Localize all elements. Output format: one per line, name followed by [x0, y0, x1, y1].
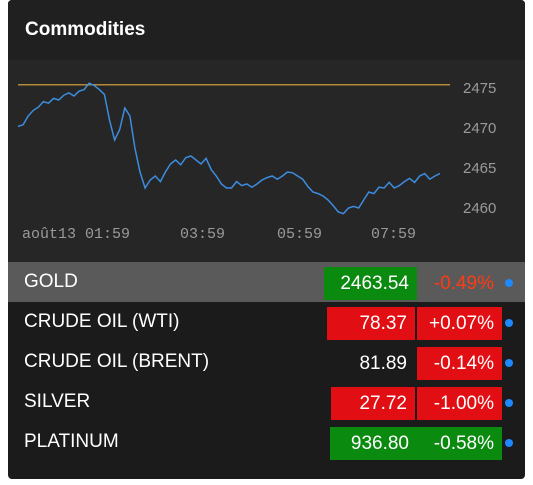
status-dot-icon [505, 399, 513, 407]
commodity-change: -0.49% [433, 273, 494, 294]
price-chart-svg: 2475 2470 2465 2460 août13 01:59 03:59 05:59 07… [17, 80, 496, 243]
y-tick-label: 2475 [463, 80, 496, 97]
commodity-price: 27.72 [331, 387, 415, 420]
commodity-price: 81.89 [359, 353, 407, 374]
commodity-change: -0.14% [417, 347, 502, 380]
x-tick-label: 07:59 [371, 226, 416, 243]
widget-header: Commodities [8, 0, 525, 60]
commodity-name: CRUDE OIL (WTI) [24, 311, 180, 332]
commodity-row-silver[interactable]: SILVER 27.72 -1.00% [8, 382, 525, 422]
commodities-list: GOLD 2463.54 -0.49% CRUDE OIL (WTI) 78.3… [8, 262, 525, 462]
status-dot-icon [505, 359, 513, 367]
commodity-row-gold[interactable]: GOLD 2463.54 -0.49% [8, 262, 525, 302]
commodities-widget: Commodities 2475 2470 2465 2460 août13 01:59… [8, 0, 525, 479]
status-dot-icon [505, 279, 513, 287]
commodity-name: GOLD [24, 271, 78, 292]
commodity-name: CRUDE OIL (BRENT) [24, 351, 210, 372]
status-dot-icon [505, 439, 513, 447]
widget-title: Commodities [25, 19, 146, 40]
price-line [17, 82, 441, 215]
commodity-change: -1.00% [417, 387, 502, 420]
x-tick-label: 05:59 [277, 226, 322, 243]
commodity-price: 78.37 [327, 307, 415, 340]
y-tick-label: 2470 [463, 120, 496, 137]
x-tick-label: août13 01:59 [22, 226, 130, 243]
commodity-change: -0.58% [417, 427, 502, 460]
y-tick-label: 2465 [463, 160, 496, 177]
commodity-price: 2463.54 [324, 267, 417, 300]
y-tick-label: 2460 [463, 200, 496, 217]
commodity-name: PLATINUM [24, 431, 119, 452]
commodity-name: SILVER [24, 391, 91, 412]
commodity-change: +0.07% [417, 307, 502, 340]
x-tick-label: 03:59 [180, 226, 225, 243]
commodity-price: 936.80 [330, 427, 417, 460]
status-dot-icon [505, 319, 513, 327]
commodity-row-crude-oil-brent[interactable]: CRUDE OIL (BRENT) 81.89 -0.14% [8, 342, 525, 382]
price-chart: 2475 2470 2465 2460 août13 01:59 03:59 05:59 07… [8, 60, 525, 262]
commodity-row-platinum[interactable]: PLATINUM 936.80 -0.58% [8, 422, 525, 462]
commodity-row-crude-oil-wti[interactable]: CRUDE OIL (WTI) 78.37 +0.07% [8, 302, 525, 342]
